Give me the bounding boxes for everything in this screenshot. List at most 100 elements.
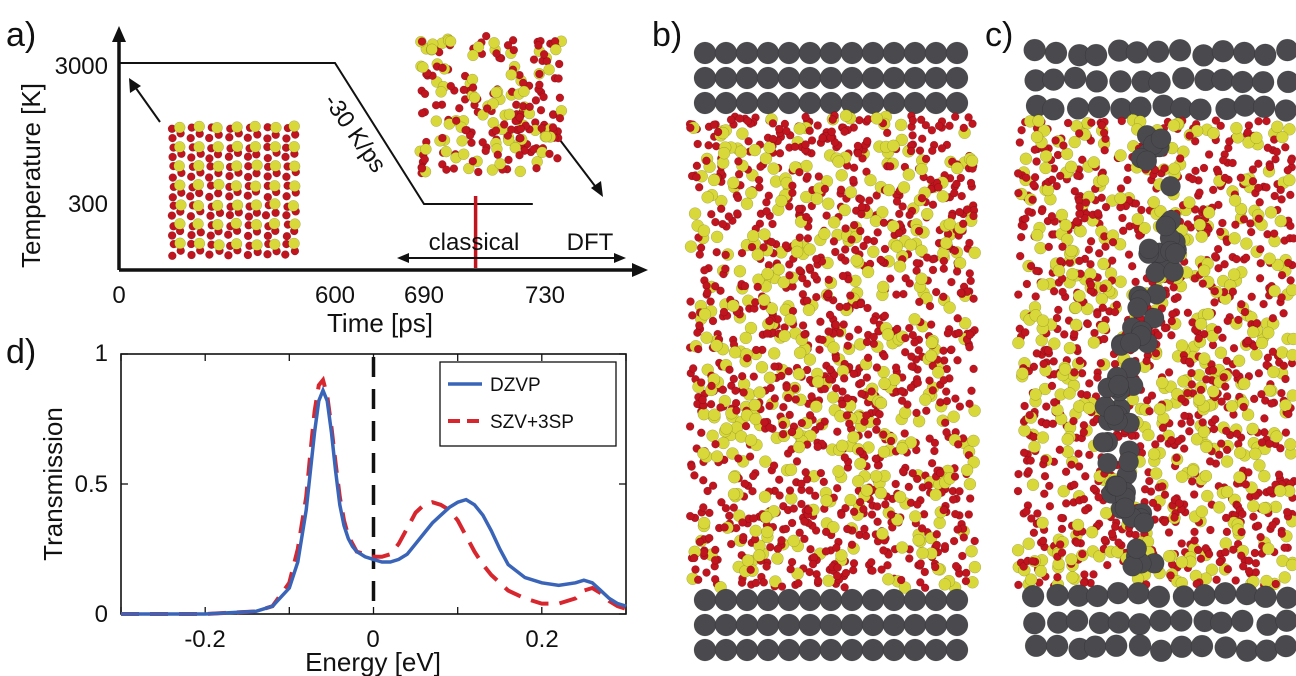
- oxygen-atom: [1094, 249, 1104, 258]
- silicon-atom: [1052, 264, 1066, 277]
- oxygen-atom: [882, 128, 892, 138]
- oxygen-atom: [1052, 181, 1061, 191]
- oxygen-atom: [782, 383, 791, 392]
- silicon-atom: [1279, 399, 1292, 412]
- oxygen-atom: [955, 402, 965, 411]
- oxygen-atom: [843, 394, 852, 403]
- oxygen-atom: [1251, 558, 1261, 568]
- silicon-atom: [878, 377, 891, 390]
- silicon-atom: [1030, 130, 1044, 144]
- oxygen-atom: [947, 345, 956, 354]
- metal-electrode-atom: [1251, 70, 1275, 94]
- oxygen-atom: [706, 399, 716, 409]
- oxygen-atom: [703, 486, 712, 496]
- oxygen-atom: [807, 392, 816, 401]
- oxygen-atom: [1246, 219, 1255, 228]
- oxygen-atom: [224, 251, 233, 260]
- silicon-atom: [466, 73, 479, 86]
- oxygen-atom: [779, 402, 788, 412]
- silicon-atom: [1247, 499, 1260, 513]
- oxygen-atom: [1190, 205, 1200, 214]
- silicon-atom: [1195, 230, 1208, 243]
- oxygen-atom: [934, 121, 944, 131]
- silicon-atom: [1066, 267, 1079, 281]
- metal-electrode-atom: [924, 91, 948, 115]
- oxygen-atom: [1276, 185, 1285, 195]
- oxygen-atom: [1044, 242, 1054, 252]
- silicon-atom: [1087, 156, 1101, 169]
- oxygen-atom: [818, 133, 827, 143]
- oxygen-atom: [1243, 128, 1253, 137]
- metal-electrode-atom: [903, 91, 927, 115]
- metal-electrode-atom: [735, 613, 759, 637]
- oxygen-atom: [958, 551, 967, 561]
- oxygen-atom: [1145, 476, 1154, 486]
- silicon-atom: [270, 121, 282, 134]
- oxygen-atom: [1199, 163, 1209, 173]
- oxygen-atom: [532, 163, 541, 173]
- metal-electrode-atom: [945, 638, 969, 662]
- oxygen-atom: [1137, 205, 1146, 215]
- oxygen-atom: [930, 438, 940, 448]
- oxygen-atom: [892, 290, 901, 299]
- oxygen-atom: [810, 491, 820, 501]
- schedule-y-tick-300: 300: [68, 191, 108, 218]
- oxygen-atom: [1024, 207, 1033, 216]
- silicon-atom: [417, 61, 429, 73]
- metal-electrode-atom: [1087, 95, 1111, 119]
- oxygen-atom: [685, 511, 695, 521]
- silicon-atom: [1063, 387, 1076, 400]
- oxygen-atom: [1074, 129, 1084, 138]
- oxygen-atom: [1110, 522, 1120, 532]
- oxygen-atom: [956, 288, 966, 298]
- silicon-atom: [1255, 336, 1269, 350]
- metal-electrode-atom: [1274, 99, 1296, 122]
- silicon-atom: [213, 178, 225, 191]
- silicon-atom: [1114, 149, 1127, 162]
- silicon-atom: [1285, 558, 1296, 572]
- oxygen-atom: [1206, 525, 1215, 535]
- silicon-atom: [920, 207, 934, 221]
- oxygen-atom: [862, 411, 871, 420]
- oxygen-atom: [1208, 185, 1218, 195]
- oxygen-atom: [791, 395, 801, 404]
- oxygen-atom: [1232, 429, 1242, 439]
- oxygen-atom: [417, 109, 427, 118]
- amorphous-sio2-structure: [414, 31, 568, 178]
- oxygen-atom: [789, 504, 799, 513]
- silicon-atom: [887, 139, 900, 153]
- oxygen-atom: [1087, 118, 1096, 127]
- oxygen-atom: [939, 346, 948, 355]
- silicon-atom: [1253, 459, 1266, 472]
- oxygen-atom: [965, 269, 975, 278]
- metal-electrode-atom: [840, 41, 864, 65]
- oxygen-atom: [243, 191, 253, 200]
- metal-electrode-atom: [1021, 585, 1045, 608]
- silicon-atom: [249, 140, 262, 153]
- metal-filament-atom: [1133, 512, 1155, 534]
- silicon-atom: [1167, 119, 1181, 132]
- silicon-atom: [268, 217, 281, 230]
- oxygen-atom: [869, 332, 879, 342]
- schedule-y-arrowhead: [112, 26, 126, 42]
- silicon-atom: [832, 465, 845, 478]
- oxygen-atom: [847, 540, 857, 549]
- oxygen-atom: [1271, 579, 1281, 589]
- metal-electrode-atom: [693, 66, 717, 90]
- metal-filament-atom: [1114, 497, 1136, 519]
- oxygen-atom: [725, 511, 734, 521]
- oxygen-atom: [969, 211, 978, 221]
- silicon-atom: [850, 254, 863, 267]
- oxygen-atom: [687, 462, 696, 471]
- silicon-atom: [509, 141, 522, 154]
- oxygen-atom: [1080, 506, 1090, 515]
- oxygen-atom: [888, 523, 897, 532]
- silicon-atom: [755, 360, 769, 374]
- oxygen-atom: [932, 540, 942, 550]
- oxygen-atom: [939, 264, 949, 273]
- silicon-atom: [212, 160, 225, 173]
- silicon-atom: [1114, 275, 1127, 288]
- oxygen-atom: [1215, 557, 1225, 567]
- oxygen-atom: [1074, 449, 1083, 458]
- oxygen-atom: [843, 524, 852, 534]
